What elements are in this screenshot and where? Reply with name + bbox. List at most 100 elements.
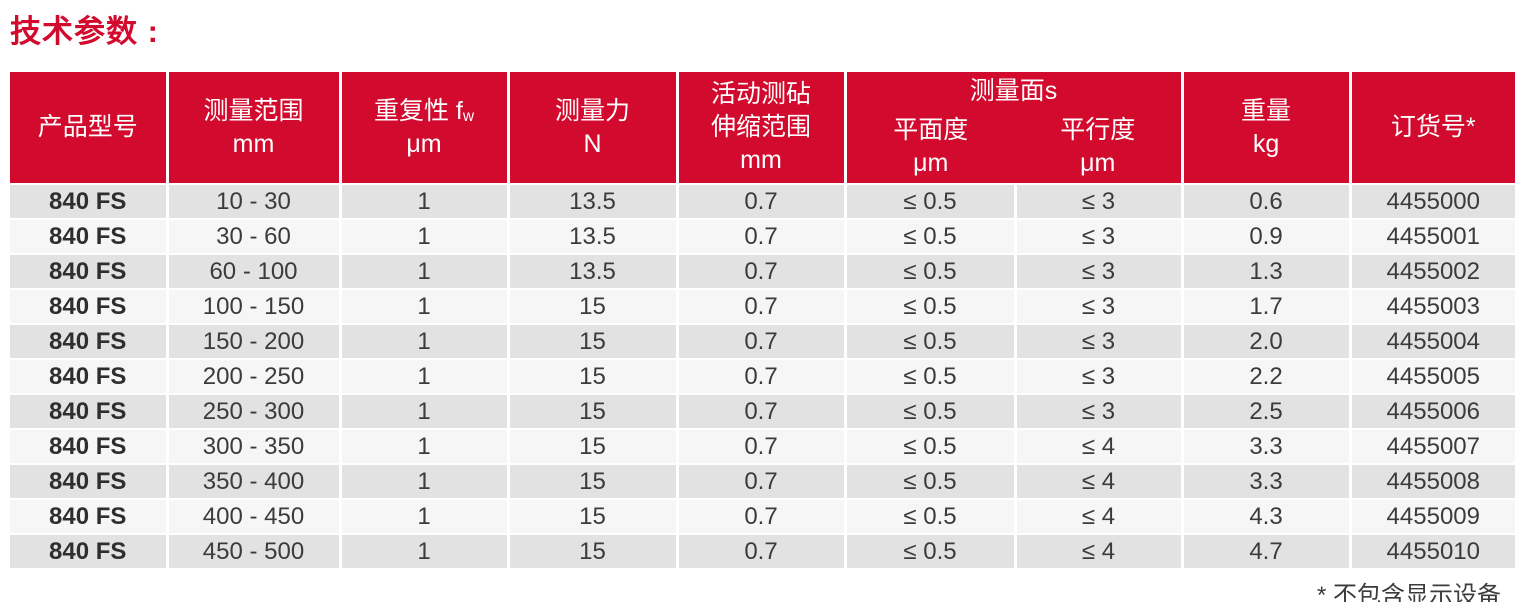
cell-weight: 1.7 [1182, 289, 1352, 325]
cell-model: 840 FS [10, 464, 169, 500]
cell-model: 840 FS [10, 289, 169, 325]
cell-model: 840 FS [10, 219, 169, 255]
cell-anvil-travel: 0.7 [677, 219, 847, 255]
cell-range: 30 - 60 [167, 219, 342, 255]
cell-anvil-travel: 0.7 [677, 464, 847, 500]
cell-parallelism: ≤ 3 [1015, 324, 1184, 360]
table-row: 840 FS 350 - 400 1 15 0.7 ≤ 0.5 ≤ 4 3.3 4455008 [10, 464, 1516, 500]
col-header-order-no-label: 订货号* [1390, 113, 1476, 141]
col-header-force: 测量力 N [508, 72, 679, 185]
col-header-range-label: 测量范围 mm [203, 96, 304, 158]
cell-weight: 2.0 [1182, 324, 1352, 360]
cell-anvil-travel: 0.7 [677, 499, 847, 535]
table-row: 840 FS 100 - 150 1 15 0.7 ≤ 0.5 ≤ 3 1.7 4455003 [10, 289, 1516, 325]
cell-weight: 2.2 [1182, 359, 1352, 395]
cell-order-no: 4455008 [1350, 464, 1516, 500]
page-title: 技术参数 : [10, 14, 159, 49]
cell-weight: 1.3 [1182, 254, 1352, 290]
cell-range: 60 - 100 [167, 254, 342, 290]
cell-order-no: 4455002 [1350, 254, 1516, 290]
col-header-repeatability-unit: μm [406, 129, 442, 158]
cell-range: 250 - 300 [167, 394, 342, 430]
cell-model: 840 FS [10, 429, 169, 465]
cell-parallelism: ≤ 3 [1015, 394, 1184, 430]
cell-repeatability: 1 [340, 429, 510, 465]
spec-table-body: 840 FS 10 - 30 1 13.5 0.7 ≤ 0.5 ≤ 3 0.6 4455000 8… [10, 184, 1516, 570]
cell-order-no: 4455006 [1350, 394, 1516, 430]
table-row: 840 FS 450 - 500 1 15 0.7 ≤ 0.5 ≤ 4 4.7 4455010 [10, 534, 1516, 570]
cell-flatness: ≤ 0.5 [845, 219, 1017, 255]
cell-model: 840 FS [10, 254, 169, 290]
cell-order-no: 4455000 [1350, 184, 1516, 220]
col-header-weight-label: 重量 kg [1241, 96, 1292, 158]
cell-force: 15 [508, 289, 679, 325]
cell-order-no: 4455010 [1350, 534, 1516, 570]
cell-range: 400 - 450 [167, 499, 342, 535]
cell-model: 840 FS [10, 359, 169, 395]
cell-anvil-travel: 0.7 [677, 359, 847, 395]
cell-flatness: ≤ 0.5 [845, 394, 1017, 430]
cell-parallelism: ≤ 4 [1015, 464, 1184, 500]
cell-range: 200 - 250 [167, 359, 342, 395]
cell-weight: 3.3 [1182, 429, 1352, 465]
cell-weight: 2.5 [1182, 394, 1352, 430]
cell-repeatability: 1 [340, 394, 510, 430]
repeatability-subscript: w [462, 108, 475, 126]
cell-force: 15 [508, 394, 679, 430]
cell-range: 10 - 30 [167, 184, 342, 220]
cell-force: 13.5 [508, 184, 679, 220]
col-header-flatness-label: 平面度 μm [893, 115, 969, 177]
col-header-parallelism-label: 平行度 μm [1060, 115, 1136, 177]
cell-force: 15 [508, 324, 679, 360]
table-row: 840 FS 150 - 200 1 15 0.7 ≤ 0.5 ≤ 3 2.0 4455004 [10, 324, 1516, 360]
cell-flatness: ≤ 0.5 [845, 254, 1017, 290]
col-header-measuring-faces-label: 测量面s [969, 76, 1058, 105]
col-header-measuring-faces-group: 测量面s [845, 72, 1184, 110]
table-row: 840 FS 250 - 300 1 15 0.7 ≤ 0.5 ≤ 3 2.5 4455006 [10, 394, 1516, 430]
cell-range: 350 - 400 [167, 464, 342, 500]
cell-range: 150 - 200 [167, 324, 342, 360]
cell-model: 840 FS [10, 499, 169, 535]
cell-repeatability: 1 [340, 464, 510, 500]
table-row: 840 FS 30 - 60 1 13.5 0.7 ≤ 0.5 ≤ 3 0.9 4455001 [10, 219, 1516, 255]
col-header-parallelism: 平行度 μm [1015, 110, 1184, 185]
cell-force: 15 [508, 359, 679, 395]
spec-table: 产品型号 测量范围 mm 重复性 fw μm 测量力 N 活动测砧 伸缩范围 m… [10, 72, 1516, 570]
cell-flatness: ≤ 0.5 [845, 464, 1017, 500]
cell-force: 15 [508, 534, 679, 570]
header-row-group: 产品型号 测量范围 mm 重复性 fw μm 测量力 N 活动测砧 伸缩范围 m… [10, 72, 1516, 185]
cell-anvil-travel: 0.7 [677, 254, 847, 290]
table-row: 840 FS 10 - 30 1 13.5 0.7 ≤ 0.5 ≤ 3 0.6 4455000 [10, 184, 1516, 220]
spec-table-header: 产品型号 测量范围 mm 重复性 fw μm 测量力 N 活动测砧 伸缩范围 m… [10, 72, 1516, 185]
col-header-force-label: 测量力 N [554, 96, 630, 158]
cell-parallelism: ≤ 3 [1015, 219, 1184, 255]
cell-parallelism: ≤ 4 [1015, 534, 1184, 570]
cell-force: 15 [508, 429, 679, 465]
cell-force: 15 [508, 499, 679, 535]
cell-flatness: ≤ 0.5 [845, 534, 1017, 570]
table-row: 840 FS 400 - 450 1 15 0.7 ≤ 0.5 ≤ 4 4.3 4455009 [10, 499, 1516, 535]
col-header-range: 测量范围 mm [167, 72, 342, 185]
cell-repeatability: 1 [340, 219, 510, 255]
cell-order-no: 4455001 [1350, 219, 1516, 255]
page: 技术参数 : 产品型号 测量范围 mm 重复性 fw [0, 6, 1525, 602]
cell-flatness: ≤ 0.5 [845, 184, 1017, 220]
cell-flatness: ≤ 0.5 [845, 324, 1017, 360]
cell-force: 15 [508, 464, 679, 500]
cell-range: 300 - 350 [167, 429, 342, 465]
cell-flatness: ≤ 0.5 [845, 359, 1017, 395]
cell-weight: 0.9 [1182, 219, 1352, 255]
cell-repeatability: 1 [340, 184, 510, 220]
col-header-anvil-travel: 活动测砧 伸缩范围 mm [677, 72, 847, 185]
cell-weight: 4.3 [1182, 499, 1352, 535]
cell-order-no: 4455005 [1350, 359, 1516, 395]
cell-repeatability: 1 [340, 324, 510, 360]
cell-weight: 3.3 [1182, 464, 1352, 500]
footnote: * 不包含显示设备 [1316, 582, 1501, 602]
cell-repeatability: 1 [340, 534, 510, 570]
cell-force: 13.5 [508, 219, 679, 255]
cell-anvil-travel: 0.7 [677, 324, 847, 360]
col-header-order-no: 订货号* [1350, 72, 1516, 185]
cell-order-no: 4455003 [1350, 289, 1516, 325]
cell-repeatability: 1 [340, 359, 510, 395]
